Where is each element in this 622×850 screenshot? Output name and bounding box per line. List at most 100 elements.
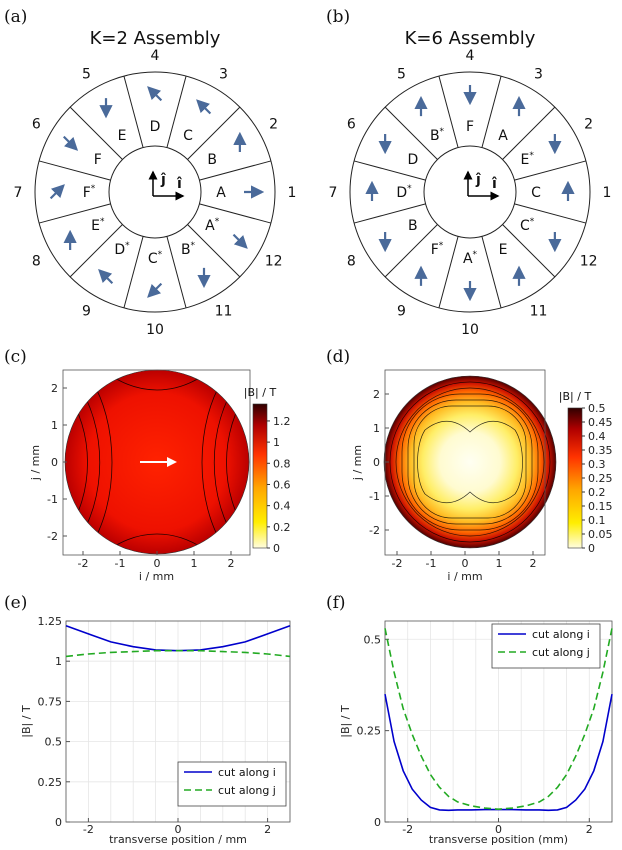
x-tick-label: 2 (228, 557, 235, 570)
field-map-k2 (64, 369, 250, 555)
segment-number: 11 (215, 304, 233, 320)
colorbar-tick-label: 0.3 (588, 458, 606, 471)
i-unit-label: î (176, 176, 182, 192)
magnetization-arrow (147, 282, 163, 298)
magnetization-arrow (62, 135, 79, 151)
colorbar-tick-label: 0.35 (588, 444, 613, 457)
y-tick-label: 0.5 (45, 736, 63, 749)
segment-label: C (183, 128, 193, 144)
x-tick-label: -2 (83, 823, 94, 836)
x-tick-label: 1 (191, 557, 198, 570)
x-axis-label: transverse position / mm (109, 833, 247, 846)
segment-divider (438, 236, 459, 309)
segment-label: D (150, 119, 161, 135)
y-tick-label: 2 (373, 388, 380, 401)
inner-circle (108, 145, 202, 239)
segment-number: 9 (82, 304, 91, 320)
y-tick-label: 0 (374, 816, 381, 829)
segment-label: B (207, 152, 217, 168)
segment-number: 1 (603, 185, 612, 201)
colorbar-tick-label: 0 (588, 542, 595, 555)
colorbar-tick-label: 0.5 (588, 402, 606, 415)
segment-divider (199, 160, 272, 181)
magnetization-arrow (49, 184, 65, 200)
segment-divider (123, 75, 144, 148)
series-line (384, 628, 613, 811)
segment-number: 4 (466, 48, 475, 64)
colorbar-tick-label: 0.8 (273, 457, 291, 470)
x-tick-label: 0 (154, 557, 161, 570)
segment-divider (166, 75, 187, 148)
segment-number: 3 (219, 66, 228, 82)
magnetization-arrow (147, 86, 163, 102)
colorbar-tick-label: 0.25 (588, 472, 613, 485)
segment-divider (69, 224, 123, 278)
y-axis-label: |B| / T (339, 705, 352, 738)
x-tick-label: 2 (264, 823, 271, 836)
j-unit-label: ĵ (160, 172, 166, 188)
colorbar-title: |B| / T (244, 386, 277, 399)
y-tick-label: 0 (51, 456, 58, 469)
y-tick-label: 0 (373, 456, 380, 469)
panel-label-d: (d) (326, 347, 350, 367)
panel-label-a: (a) (4, 7, 27, 27)
field-map-k6 (383, 375, 557, 549)
colorbar-tick-label: 1 (273, 436, 280, 449)
segment-number: 11 (530, 304, 548, 320)
colorbar-gradient (567, 407, 583, 549)
x-tick-label: 2 (530, 557, 537, 570)
y-tick-label: 1.25 (38, 615, 63, 628)
segment-label: A (216, 185, 226, 201)
y-tick-label: 0.5 (364, 633, 382, 646)
y-tick-label: 1 (373, 422, 380, 435)
segment-label: F (94, 152, 102, 168)
segment-divider (69, 106, 123, 160)
segment-number: 7 (329, 185, 338, 201)
y-tick-label: -2 (369, 524, 380, 537)
segment-divider (502, 106, 556, 160)
x-tick-label: -2 (392, 557, 403, 570)
segment-divider (438, 75, 459, 148)
colorbar-tick-label: 0.4 (588, 430, 606, 443)
segment-number: 5 (397, 66, 406, 82)
y-tick-label: 2 (51, 382, 58, 395)
panel-label-f: (f) (326, 593, 346, 613)
segment-number: 6 (32, 117, 41, 133)
x-axis-label: i / mm (447, 570, 482, 583)
segment-number: 12 (265, 254, 283, 270)
colorbar-gradient (252, 403, 268, 549)
magnetization-arrow (196, 99, 212, 115)
inner-circle (423, 145, 517, 239)
x-tick-label: -1 (115, 557, 126, 570)
panel-label-c: (c) (4, 347, 27, 367)
segment-number: 4 (151, 48, 160, 64)
segment-number: 10 (146, 322, 164, 338)
segment-divider (481, 236, 502, 309)
y-tick-label: -1 (369, 490, 380, 503)
colorbar-tick-label: 1.2 (273, 415, 291, 428)
segment-label: E (118, 128, 127, 144)
y-tick-label: 1 (55, 655, 62, 668)
y-tick-label: 0 (55, 816, 62, 829)
x-tick-label: -2 (78, 557, 89, 570)
colorbar-tick-label: 0.45 (588, 416, 613, 429)
segment-divider (384, 106, 438, 160)
y-tick-label: 0.25 (38, 776, 63, 789)
colorbar-tick-label: 0.2 (588, 486, 606, 499)
y-tick-label: 0.25 (357, 725, 382, 738)
segment-divider (353, 203, 426, 224)
colorbar-tick-label: 0.15 (588, 500, 613, 513)
panel-label-b: (b) (326, 7, 350, 27)
segment-number: 8 (347, 254, 356, 270)
i-unit-label: î (491, 176, 497, 192)
colorbar-tick-label: 0.1 (588, 514, 606, 527)
segment-divider (123, 236, 144, 309)
x-tick-label: 0 (462, 557, 469, 570)
legend-entry: cut along j (218, 784, 276, 797)
colorbar-tick-label: 0.2 (273, 521, 291, 534)
colorbar-title: |B| / T (559, 390, 592, 403)
legend-entry: cut along i (218, 766, 276, 779)
